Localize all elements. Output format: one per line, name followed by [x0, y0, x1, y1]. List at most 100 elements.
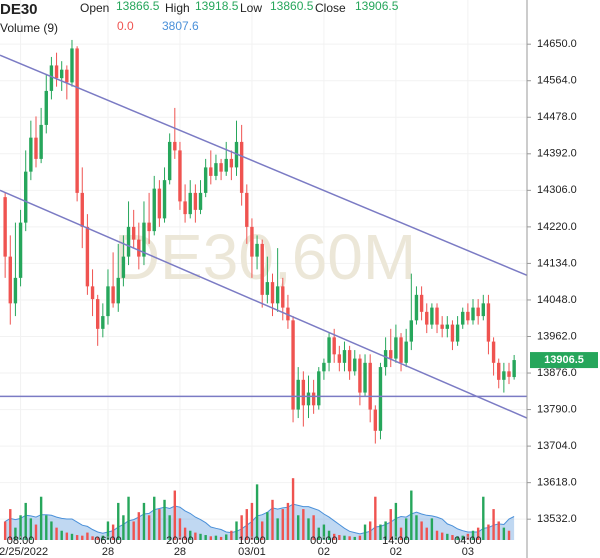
x-tick-label: 20:00: [166, 535, 194, 547]
volume-bar: [225, 534, 228, 540]
volume-bar: [50, 521, 53, 540]
volume-bar: [338, 535, 341, 540]
volume-bar: [111, 524, 115, 540]
volume-bar: [317, 527, 320, 540]
volume-bar: [3, 521, 7, 540]
y-tick-label: 14650.0: [537, 38, 577, 50]
volume-bar: [389, 509, 392, 540]
candle-body: [486, 303, 491, 342]
volume-bar: [91, 536, 94, 540]
candle-body: [502, 371, 506, 380]
volume-bar: [178, 518, 182, 540]
candle-body: [445, 324, 450, 329]
volume-bar: [358, 535, 362, 540]
volume-bar: [497, 521, 500, 540]
volume-bar: [153, 496, 156, 540]
high-value: 13918.5: [195, 0, 239, 13]
volume-bar: [425, 527, 428, 540]
volume-bar: [29, 518, 33, 540]
volume-bar: [271, 499, 274, 540]
x-tick-label: 14:00: [382, 535, 410, 547]
volume-bar: [302, 509, 305, 540]
candle-body: [34, 137, 38, 159]
volume-bar: [24, 502, 27, 540]
candle-body: [461, 311, 465, 325]
candle-body: [394, 337, 398, 359]
candle-body: [363, 362, 367, 393]
candle-body: [147, 222, 151, 232]
x-tick-date: 02: [318, 546, 330, 558]
candle-body: [425, 311, 429, 325]
volume-now: 0.0: [117, 19, 134, 33]
volume-bar: [70, 533, 74, 540]
volume-bar: [312, 515, 315, 540]
volume-bar: [492, 509, 495, 540]
candle-body: [270, 282, 275, 304]
candle-body: [90, 286, 95, 300]
candle-body: [306, 392, 311, 406]
y-tick-label: 14220.0: [537, 221, 577, 233]
volume-ma-now: 3807.6: [162, 19, 199, 33]
y-tick-label: 14478.0: [537, 111, 577, 123]
volume-bar: [435, 530, 439, 540]
high-label: High: [165, 1, 190, 15]
y-tick-label: 13876.0: [537, 367, 577, 379]
candle-body: [450, 324, 455, 342]
candle-body: [250, 226, 254, 257]
close-label: Close: [315, 1, 346, 15]
candle-body: [85, 226, 90, 287]
volume-bar: [250, 502, 254, 540]
candle-body: [435, 307, 439, 325]
candle-body: [178, 150, 182, 202]
candle-body: [13, 277, 18, 304]
volume-bar: [348, 536, 351, 540]
volume-bar: [81, 535, 84, 540]
candle-body: [152, 188, 156, 232]
volume-bar: [420, 521, 423, 540]
volume-bar: [404, 518, 408, 540]
volume-bar: [60, 530, 63, 540]
candle-body: [59, 69, 64, 79]
candle-body: [49, 65, 54, 91]
candle-body: [29, 137, 33, 172]
candle-body: [65, 69, 69, 83]
volume-bar: [399, 527, 403, 540]
y-tick-label: 14134.0: [537, 257, 577, 269]
candle-body: [173, 141, 177, 151]
candle-body: [131, 226, 136, 240]
volume-bar: [363, 524, 367, 540]
candle-body: [409, 320, 414, 342]
candle-body: [157, 188, 162, 219]
price-tag: [530, 352, 598, 369]
candle-body: [419, 294, 424, 312]
y-tick-label: 13618.0: [537, 477, 577, 489]
candle-body: [497, 362, 501, 380]
candle-body: [455, 324, 460, 342]
volume-bar: [101, 535, 105, 540]
volume-bar: [451, 535, 454, 540]
price-tag-label: 13906.5: [544, 354, 584, 366]
candle-body: [162, 180, 167, 219]
candle-body: [373, 409, 378, 431]
candle-body: [198, 192, 203, 210]
candle-body: [317, 371, 321, 406]
candle-body: [466, 311, 470, 321]
candle-body: [507, 371, 511, 377]
volume-bar: [307, 518, 310, 540]
candle-body: [167, 141, 172, 181]
volume-bar: [384, 521, 387, 540]
volume-bar: [410, 490, 413, 540]
candle-body: [342, 350, 347, 363]
candle-body: [142, 222, 146, 257]
candle-body: [224, 158, 228, 172]
candle-body: [203, 167, 208, 193]
y-tick-label: 13704.0: [537, 440, 577, 452]
candle-body: [54, 65, 59, 79]
candle-body: [239, 141, 244, 193]
y-tick-label: 14306.0: [537, 184, 577, 196]
volume-bar: [430, 518, 434, 540]
candle-body: [39, 124, 43, 159]
volume-bar: [276, 518, 279, 540]
volume-bar: [219, 536, 223, 540]
